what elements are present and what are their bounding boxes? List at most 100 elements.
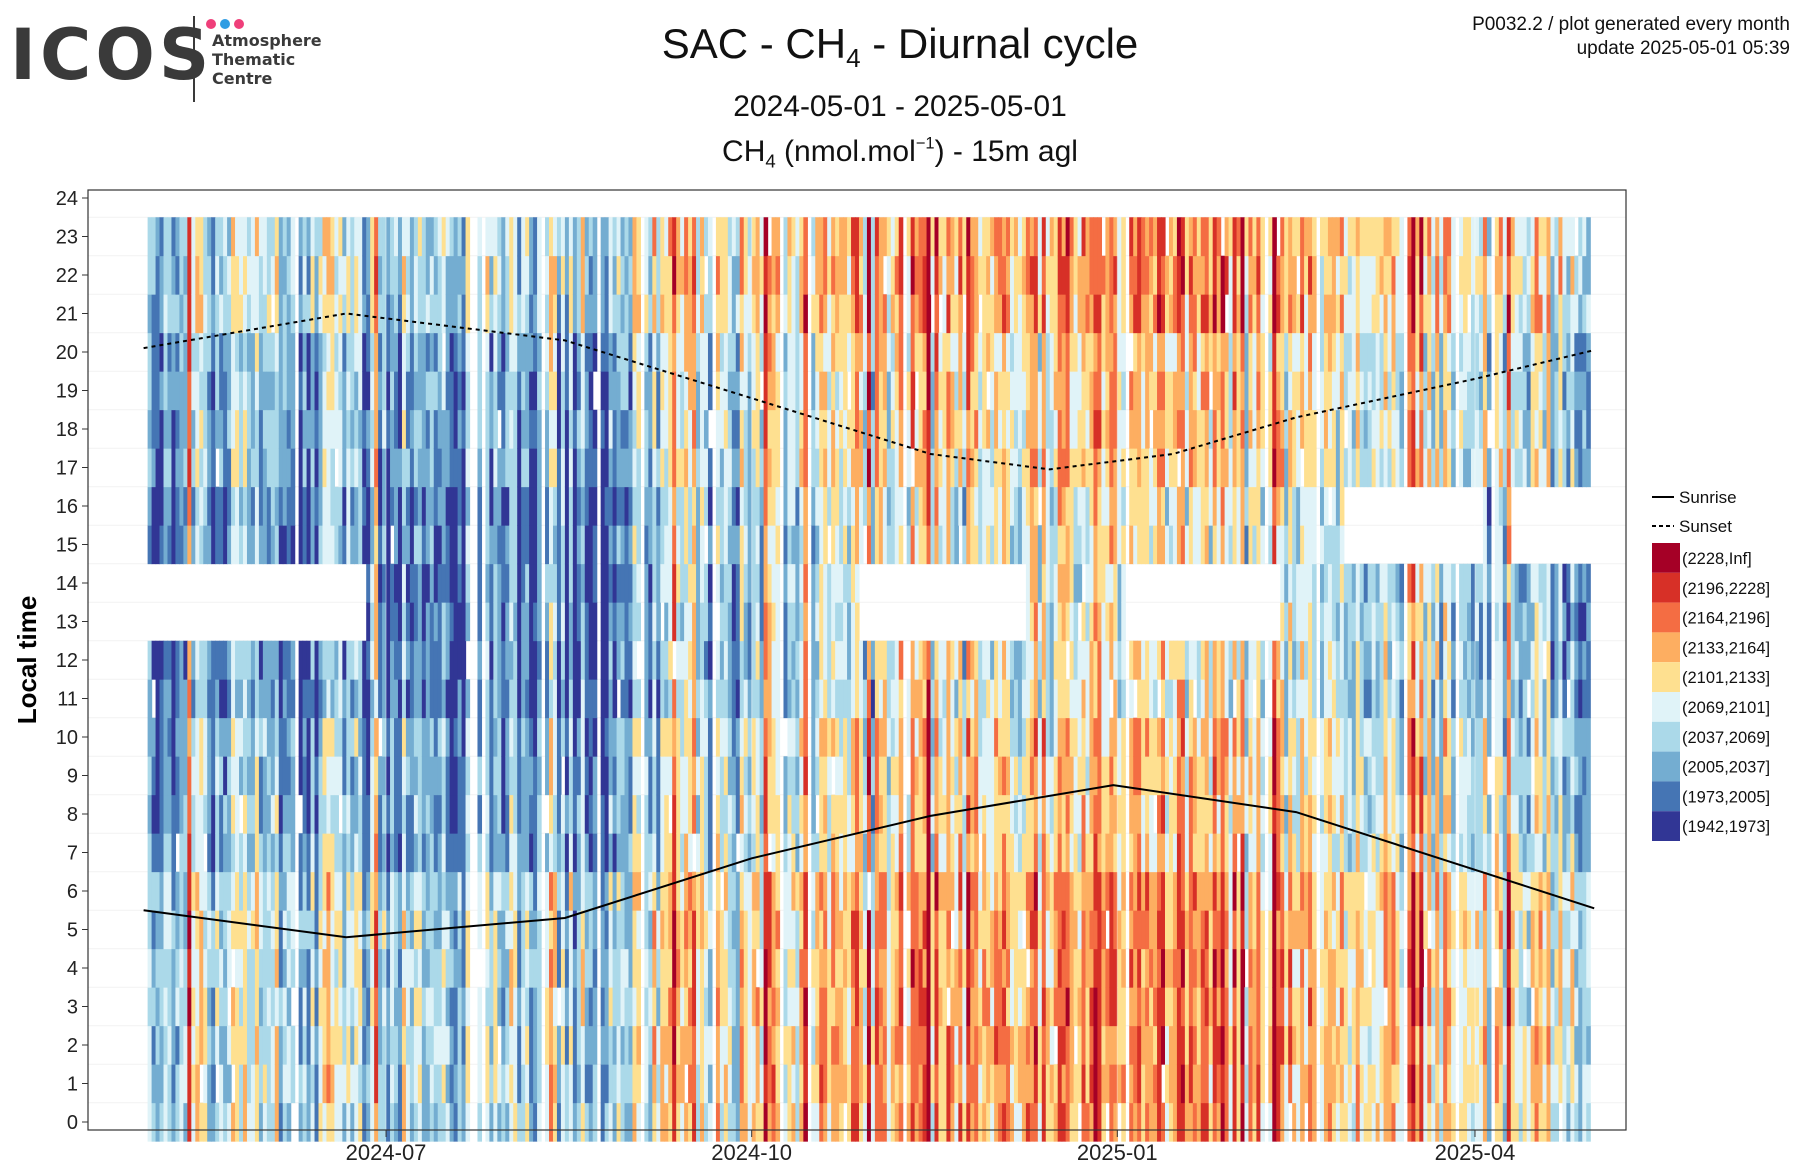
heatmap-cell [441,948,447,988]
heatmap-cell [1017,486,1023,526]
heatmap-cell [533,1025,538,1065]
heatmap-cell [191,332,196,372]
heatmap-cell [274,1102,280,1142]
heatmap-cell [731,371,737,411]
heatmap-cell [1002,294,1007,334]
heatmap-cell [433,987,439,1027]
heatmap-cell [862,833,868,873]
heatmap-cell [278,409,284,449]
heatmap-cell [926,1102,932,1142]
heatmap-cell [525,910,530,950]
heatmap-cell [882,948,888,988]
heatmap-cell [274,948,280,988]
heatmap-cell [207,756,212,796]
heatmap-cell [703,871,709,911]
heatmap-cell [882,448,888,488]
heatmap-cell [755,833,761,873]
heatmap-cell [795,1102,800,1142]
heatmap-cell [759,448,765,488]
heatmap-cell [425,332,431,372]
heatmap-cell [437,525,443,565]
heatmap-cell [648,640,653,680]
heatmap-cell [342,371,347,411]
heatmap-cell [509,563,514,603]
heatmap-cell [187,640,192,680]
heatmap-cell [819,563,824,603]
heatmap-cell [306,640,312,680]
heatmap-cell [326,910,332,950]
heatmap-cell [489,1102,494,1142]
heatmap-cell [866,294,872,334]
heatmap-cell [763,756,769,796]
heatmap-cell [811,948,816,988]
heatmap-cell [696,794,701,834]
heatmap-cell [906,294,912,334]
heatmap-cell [1045,563,1051,603]
heatmap-cell [954,525,959,565]
heatmap-cell [970,1102,975,1142]
heatmap-cell [862,371,868,411]
heatmap-cell [731,1064,737,1104]
heatmap-cell [239,679,244,719]
heatmap-cell [564,717,570,757]
heatmap-cell [302,794,308,834]
heatmap-cell [302,640,308,680]
heatmap-cell [938,217,944,257]
heatmap-cell [401,1025,407,1065]
heatmap-cell [219,525,224,565]
heatmap-cell [302,1064,308,1104]
heatmap-cell [1006,794,1011,834]
heatmap-cell [330,294,335,334]
heatmap-cell [433,217,439,257]
heatmap-cell [684,794,689,834]
heatmap-cell [767,525,773,565]
heatmap-cell [449,294,455,334]
heatmap-cell [310,910,316,950]
heatmap-cell [318,294,324,334]
heatmap-cell [668,294,673,334]
heatmap-cell [187,255,192,295]
heatmap-cell [624,871,630,911]
heatmap-cell [549,486,554,526]
heatmap-cell [910,640,916,680]
heatmap-cell [759,948,765,988]
heatmap-cell [855,1102,860,1142]
heatmap-cell [258,640,264,680]
heatmap-cell [672,525,677,565]
heatmap-cell [556,525,562,565]
heatmap-cell [1033,1064,1039,1104]
heatmap-cell [378,448,383,488]
heatmap-cell [823,332,828,372]
heatmap-cell [592,794,598,834]
heatmap-cell [831,448,836,488]
heatmap-cell [978,1064,983,1104]
heatmap-cell [497,563,502,603]
heatmap-cell [437,563,443,603]
heatmap-cell [652,1064,657,1104]
heatmap-cell [394,948,399,988]
heatmap-cell [878,640,884,680]
heatmap-cell [513,448,518,488]
heatmap-cell [934,871,940,911]
heatmap-cell [604,910,610,950]
heatmap-cell [207,1025,212,1065]
heatmap-cell [858,871,864,911]
heatmap-cell [453,1025,459,1065]
heatmap-cell [374,486,379,526]
heatmap-cell [465,486,471,526]
heatmap-cell [159,948,165,988]
heatmap-cell [211,948,216,988]
heatmap-cell [278,332,284,372]
heatmap-cell [525,948,530,988]
heatmap-cell [378,640,383,680]
heatmap-cell [866,756,872,796]
heatmap-cell [409,602,415,642]
heatmap-cell [688,525,693,565]
heatmap-cell [990,1102,995,1142]
heatmap-cell [656,255,661,295]
heatmap-cell [735,602,741,642]
heatmap-cell [858,409,864,449]
heatmap-cell [906,794,912,834]
heatmap-cell [835,987,840,1027]
heatmap-cell [910,756,916,796]
